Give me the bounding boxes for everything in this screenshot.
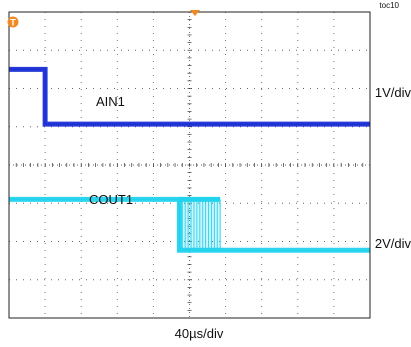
- trace-edge-ain1: [9, 68, 370, 125]
- graticule: [9, 12, 370, 318]
- trigger-marker-label: T: [10, 18, 16, 28]
- plot-border: [8, 11, 371, 319]
- series-label-ain1: AIN1: [96, 94, 125, 109]
- scale-label-cout1: 2V/div: [375, 236, 411, 251]
- series-label-cout1: COUT1: [89, 192, 133, 207]
- x-axis-label: 40µs/div: [175, 326, 224, 341]
- trigger-marker: T: [7, 16, 19, 28]
- figure-id: toc10: [379, 1, 399, 10]
- waveform-traces: [9, 66, 370, 253]
- trigger-position-marker: [190, 10, 200, 16]
- scale-label-ain1: 1V/div: [375, 85, 411, 100]
